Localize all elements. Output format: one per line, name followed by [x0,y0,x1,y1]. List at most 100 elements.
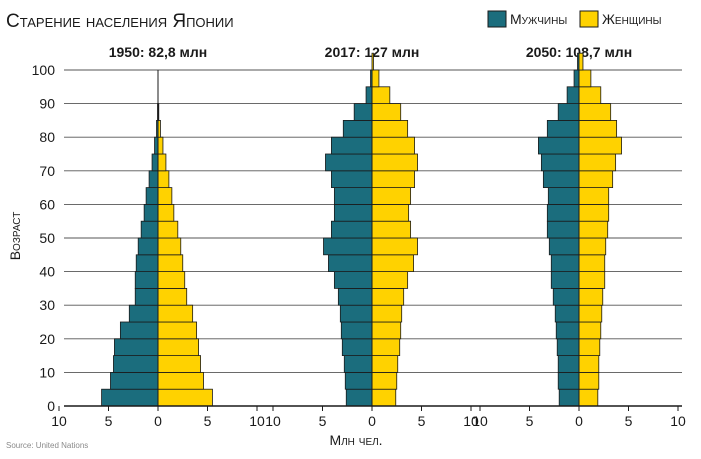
x-tick-label-0-0: 10 [51,413,67,429]
bar-male-90-94 [366,87,372,104]
x-tick-label-0-3: 5 [204,413,212,429]
bar-female-20-24 [372,322,401,339]
bar-male-35-39 [135,272,158,289]
x-tick-label-2-0: 10 [472,413,488,429]
bar-female-80-84 [372,120,408,137]
y-tick-label-40: 40 [39,264,55,280]
x-tick-label-1-1: 5 [319,413,327,429]
x-tick-label-1-2: 0 [368,413,376,429]
bar-male-55-59 [547,204,579,221]
y-tick-label-0: 0 [47,398,55,414]
bar-male-85-89 [558,104,579,121]
bar-female-55-59 [579,204,609,221]
y-tick-label-10: 10 [39,364,55,380]
bar-female-10-14 [579,356,599,373]
legend-swatch-female [580,11,598,27]
x-tick-label-2-1: 5 [526,413,534,429]
x-tick-label-0-2: 0 [154,413,162,429]
bar-male-65-69 [149,171,158,188]
bar-female-70-74 [372,154,418,171]
bar-female-0-4 [372,389,396,406]
bar-male-0-4 [559,389,579,406]
bar-female-10-14 [158,356,201,373]
bar-female-25-29 [372,305,402,322]
bar-male-40-44 [551,255,579,272]
pyramid-1 [323,53,417,406]
bar-female-50-54 [579,221,608,238]
bar-female-50-54 [372,221,411,238]
bar-male-30-34 [338,288,372,305]
bar-male-20-24 [341,322,372,339]
bar-male-15-19 [114,339,158,356]
bar-female-40-44 [579,255,605,272]
y-tick-label-70: 70 [39,163,55,179]
bar-male-75-79 [331,137,372,154]
bar-female-15-19 [579,339,600,356]
bar-female-40-44 [158,255,183,272]
y-tick-label-80: 80 [39,129,55,145]
bar-male-55-59 [144,204,158,221]
bar-female-40-44 [372,255,414,272]
bar-male-25-29 [129,305,158,322]
bar-male-60-64 [146,188,158,205]
bar-female-25-29 [579,305,602,322]
x-tick-label-0-1: 5 [105,413,113,429]
bar-male-80-84 [547,120,579,137]
bar-female-30-34 [372,288,404,305]
bar-female-75-79 [158,137,163,154]
bar-male-75-79 [538,137,579,154]
x-tick-label-1-0: 10 [265,413,281,429]
bar-female-65-69 [579,171,613,188]
bar-male-5-9 [345,372,372,389]
bar-female-5-9 [579,372,599,389]
bar-male-10-14 [113,356,158,373]
bar-male-70-74 [541,154,579,171]
pyramid-title-1950: 1950: 82,8 млн [109,44,208,60]
legend-label-female: Женщины [602,11,662,27]
bar-female-45-49 [372,238,418,255]
bar-female-55-59 [158,204,174,221]
bar-female-30-34 [158,288,187,305]
y-tick-label-50: 50 [39,230,55,246]
bar-male-75-79 [155,137,158,154]
bar-female-80-84 [579,120,617,137]
bar-male-45-49 [549,238,579,255]
x-tick-label-2-4: 10 [670,413,686,429]
bar-male-95-99 [574,70,579,87]
bar-male-70-74 [152,154,158,171]
bar-male-20-24 [556,322,579,339]
bar-male-50-54 [331,221,372,238]
bar-male-10-14 [558,356,579,373]
y-tick-label-20: 20 [39,331,55,347]
y-tick-label-90: 90 [39,96,55,112]
bar-male-5-9 [558,372,579,389]
bar-male-45-49 [138,238,158,255]
bar-male-15-19 [342,339,372,356]
bar-female-25-29 [158,305,193,322]
x-axis-label: Млн чел. [329,432,382,448]
bar-male-65-69 [543,171,579,188]
bar-female-90-94 [579,87,601,104]
bar-female-60-64 [372,188,411,205]
chart-title: Старение населения Японии [6,11,234,32]
bar-male-40-44 [328,255,372,272]
bar-female-15-19 [372,339,400,356]
bar-female-0-4 [158,389,212,406]
bar-male-80-84 [343,120,372,137]
bar-male-60-64 [548,188,579,205]
bar-male-30-34 [553,288,579,305]
bar-male-85-89 [354,104,372,121]
bar-female-60-64 [579,188,609,205]
legend: Мужчины Женщины [488,11,662,27]
bar-male-90-94 [567,87,579,104]
bar-female-0-4 [579,389,598,406]
legend-label-male: Мужчины [510,11,567,27]
bar-male-0-4 [346,389,372,406]
bar-male-35-39 [551,272,579,289]
bar-male-45-49 [323,238,372,255]
bar-male-55-59 [334,204,372,221]
bar-female-95-99 [579,70,591,87]
bar-female-35-39 [579,272,605,289]
